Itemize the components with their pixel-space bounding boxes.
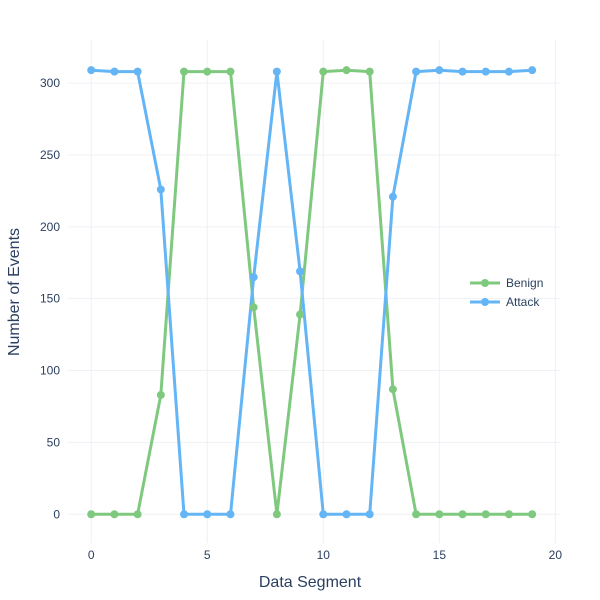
data-point-benign (504, 510, 513, 519)
y-tick-label: 300 (40, 76, 60, 90)
data-point-benign (388, 385, 397, 394)
data-point-benign (435, 510, 444, 519)
data-point-attack (435, 66, 444, 75)
x-tick-label: 5 (204, 548, 211, 562)
y-tick-label: 200 (40, 220, 60, 234)
x-tick-label: 0 (88, 548, 95, 562)
legend-label-benign: Benign (506, 276, 543, 290)
data-point-benign (365, 67, 374, 76)
data-point-benign (272, 510, 281, 519)
data-point-benign (249, 303, 258, 312)
x-tick-label: 20 (549, 548, 563, 562)
data-point-benign (156, 390, 165, 399)
data-point-attack (133, 67, 142, 76)
x-tick-label: 10 (317, 548, 331, 562)
data-point-attack (528, 66, 537, 75)
y-axis-title: Number of Events (6, 228, 23, 356)
legend-swatch-marker-benign (481, 279, 489, 287)
y-tick-label: 150 (40, 292, 60, 306)
data-point-benign (133, 510, 142, 519)
data-point-attack (110, 67, 119, 76)
data-point-benign (458, 510, 467, 519)
x-tick-label: 15 (433, 548, 447, 562)
legend-swatch-marker-attack (481, 298, 489, 306)
data-point-benign (319, 67, 328, 76)
y-tick-label: 250 (40, 148, 60, 162)
data-point-benign (180, 67, 189, 76)
y-tick-label: 0 (53, 507, 60, 521)
data-point-attack (458, 67, 467, 76)
data-point-attack (87, 66, 96, 75)
data-point-benign (110, 510, 119, 519)
data-point-attack (156, 185, 165, 194)
data-point-attack (481, 67, 490, 76)
data-point-attack (296, 267, 305, 276)
data-point-attack (203, 510, 212, 519)
x-axis-title: Data Segment (259, 574, 362, 591)
data-point-attack (388, 192, 397, 201)
y-tick-label: 100 (40, 364, 60, 378)
data-point-benign (226, 67, 235, 76)
data-point-benign (342, 66, 351, 75)
data-point-attack (342, 510, 351, 519)
data-point-benign (481, 510, 490, 519)
data-point-benign (296, 310, 305, 319)
legend-label-attack: Attack (506, 295, 540, 309)
data-point-attack (365, 510, 374, 519)
data-point-attack (249, 273, 258, 282)
data-point-attack (319, 510, 328, 519)
data-point-benign (203, 67, 212, 76)
data-point-benign (528, 510, 537, 519)
data-point-benign (412, 510, 421, 519)
data-point-attack (272, 67, 281, 76)
data-point-benign (87, 510, 96, 519)
data-point-attack (412, 67, 421, 76)
data-point-attack (226, 510, 235, 519)
data-point-attack (180, 510, 189, 519)
series-layer (87, 66, 537, 519)
data-point-attack (504, 67, 513, 76)
y-tick-label: 50 (47, 435, 61, 449)
legend: Benign Attack (470, 276, 543, 309)
